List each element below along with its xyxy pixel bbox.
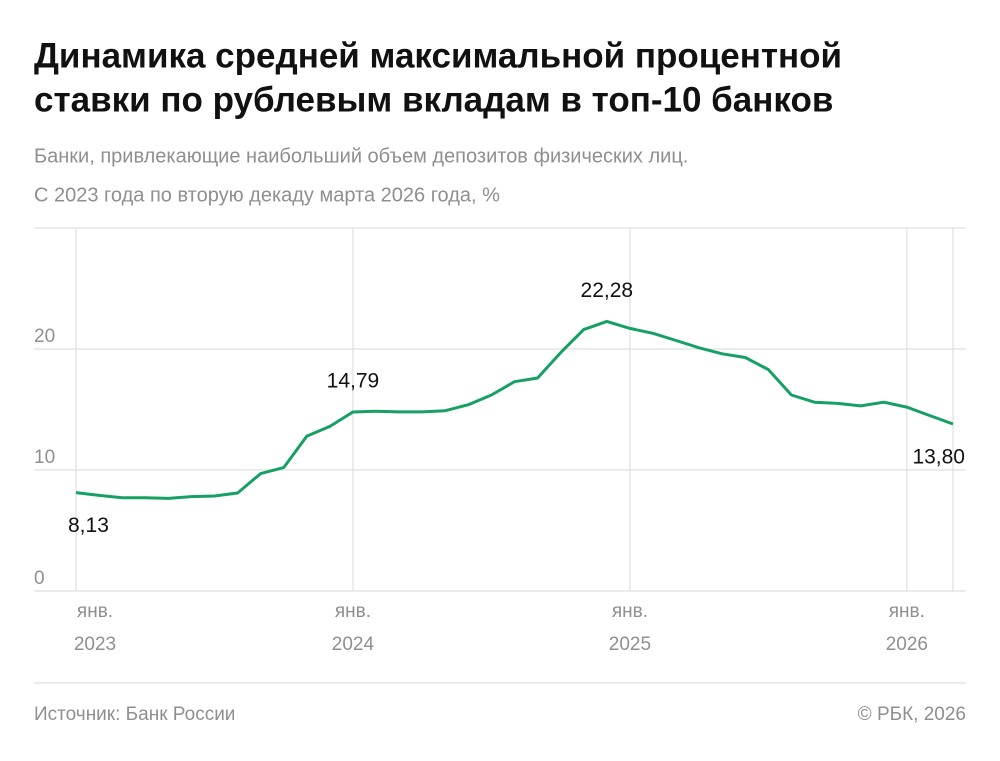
value-label: 22,28 xyxy=(581,279,634,302)
x-tick-label: 2023 xyxy=(74,634,116,655)
value-label: 8,13 xyxy=(68,514,109,537)
x-tick-label: 2024 xyxy=(332,634,375,655)
x-tick-label: янв. xyxy=(77,601,113,622)
chart-subtitle: Банки, привлекающие наибольший объем деп… xyxy=(34,145,688,167)
y-tick-label: 20 xyxy=(34,326,55,347)
chart-title: ставки по рублевым вкладам в топ-10 банк… xyxy=(34,80,833,119)
x-tick-label: 2026 xyxy=(886,634,928,655)
y-tick-label: 0 xyxy=(34,568,45,589)
value-label: 14,79 xyxy=(327,370,380,393)
x-tick-label: янв. xyxy=(612,601,648,622)
value-label: 13,80 xyxy=(912,446,965,469)
source: Источник: Банк России xyxy=(34,704,235,725)
chart-subtitle: С 2023 года по вторую декаду марта 2026 … xyxy=(34,184,500,206)
x-tick-label: 2025 xyxy=(609,634,651,655)
x-tick-label: янв. xyxy=(889,601,925,622)
x-tick-label: янв. xyxy=(335,601,371,622)
chart-title: Динамика средней максимальной процентной xyxy=(34,36,842,75)
data-line xyxy=(75,319,954,500)
credit: © РБК, 2026 xyxy=(858,704,966,725)
y-tick-label: 10 xyxy=(34,447,55,468)
